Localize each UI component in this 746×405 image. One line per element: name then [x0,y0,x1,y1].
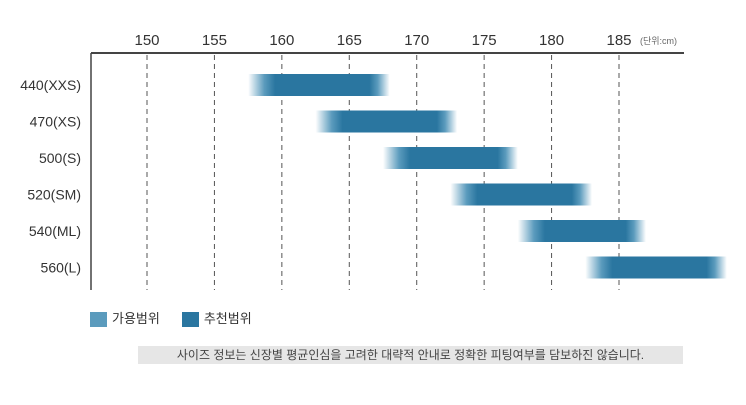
range-bar [585,256,727,279]
x-tick-label: 180 [539,32,564,49]
category-label: 500(S) [39,150,81,166]
range-bar [517,220,646,242]
legend-item-available: 가용범위 [90,308,160,328]
range-bar [248,74,390,96]
legend: 가용범위 추천범위 [90,308,252,328]
category-label: 440(XXS) [20,77,81,93]
legend-label: 가용범위 [112,311,160,326]
disclaimer-note: 사이즈 정보는 신장별 평균인심을 고려한 대략적 안내로 정확한 피팅여부를 … [138,346,683,364]
range-bar [315,110,458,133]
x-tick-label: 165 [337,32,362,49]
x-tick-label: 170 [404,32,429,49]
legend-label: 추천범위 [203,311,252,326]
x-tick-label: 175 [472,32,497,49]
category-label: 470(XS) [30,114,81,130]
legend-item-recommended: 추천범위 [181,308,252,328]
range-bar [450,183,593,206]
category-label: 540(ML) [29,223,81,239]
category-label: 560(L) [41,260,81,276]
legend-swatch [90,312,107,328]
x-tick-label: 185 [606,32,631,49]
legend-swatch [181,312,199,328]
unit-label: (단위:cm) [640,36,677,46]
x-tick-label: 150 [134,32,159,49]
x-tick-label: 160 [269,32,294,49]
chart-svg: 150 155 160 165 170 175 180 185 (단위:cm) 440(XXS) 4… [20,32,727,290]
category-label: 520(SM) [27,187,81,203]
range-bar [383,147,518,169]
x-tick-label: 155 [202,32,227,49]
